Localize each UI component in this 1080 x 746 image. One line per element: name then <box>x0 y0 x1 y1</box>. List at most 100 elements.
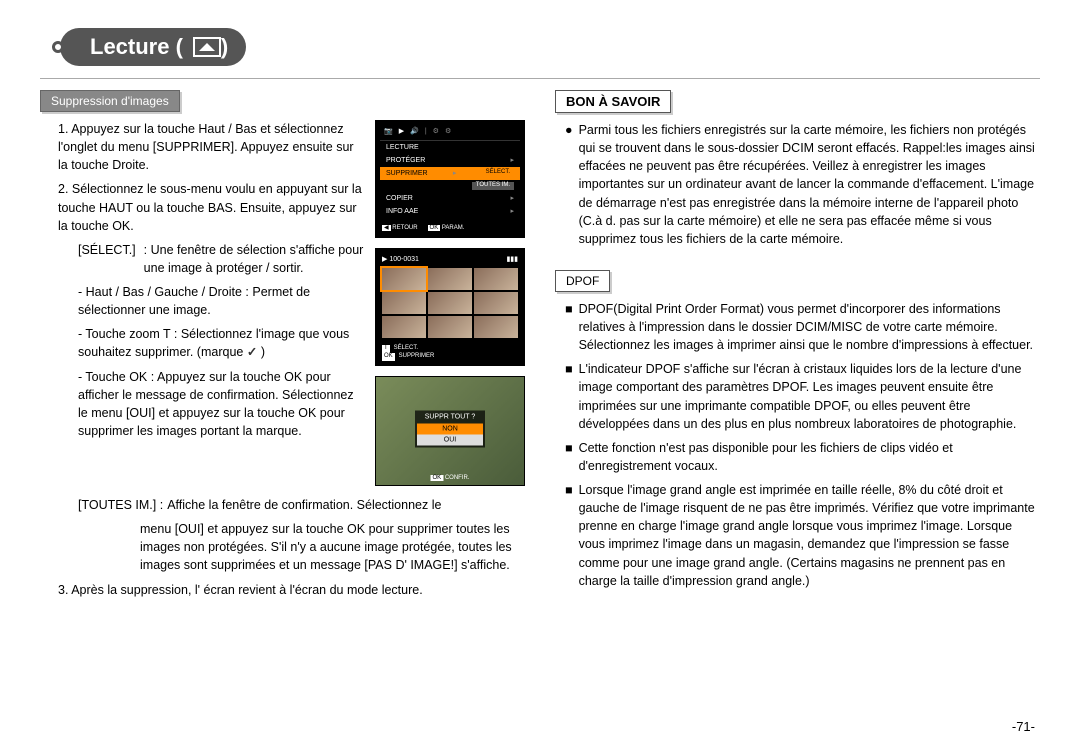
thumbnail <box>474 268 518 290</box>
bon-a-savoir-tab: BON À SAVOIR <box>555 90 671 113</box>
dpof-tab: DPOF <box>555 270 610 292</box>
step-1: 1. Appuyez sur la touche Haut / Bas et s… <box>40 120 365 174</box>
arrow-icon: ▸ <box>453 169 457 178</box>
foot-supprimer: SUPPRIMER <box>399 353 435 361</box>
key-ok: OK <box>428 225 441 231</box>
lcd-tab-icon: ⚙ <box>445 127 451 136</box>
check-icon: ✓ <box>247 343 257 361</box>
page-number: -71- <box>1012 719 1035 734</box>
key-t: T <box>382 345 390 353</box>
dpof-bullet-2: ■ L'indicateur DPOF s'affiche sur l'écra… <box>555 360 1040 433</box>
page-body: Suppression d'images 1. Appuyez sur la t… <box>0 0 1080 746</box>
lcd-tab-icon: ▶ <box>399 127 404 136</box>
arrow-icon: ▸ <box>510 207 514 216</box>
left-main-flex: 1. Appuyez sur la touche Haut / Bas et s… <box>40 120 525 496</box>
page-title-wrap: Lecture ( ) <box>60 28 246 66</box>
key-back: ◀ <box>382 225 391 231</box>
touche-t-end: ) <box>261 345 265 359</box>
info-bullet: ● Parmi tous les fichiers enregistrés su… <box>555 121 1040 248</box>
haut-bas-text: - Haut / Bas / Gauche / Droite : Permet … <box>40 283 365 319</box>
confirm-title: SUPPR TOUT ? <box>417 412 483 421</box>
thumbnail <box>474 292 518 314</box>
lcd-tab-icon: ⚙ <box>433 127 439 136</box>
arrow-icon: ▸ <box>510 194 514 203</box>
thumbnail <box>382 316 426 338</box>
page-title-suffix: ) <box>221 34 228 60</box>
step-3: 3. Après la suppression, l' écran revien… <box>40 581 525 599</box>
touche-ok-text: - Touche OK : Appuyez sur la touche OK p… <box>40 368 365 441</box>
lcd-row-lecture: LECTURE <box>380 141 520 154</box>
left-column: Suppression d'images 1. Appuyez sur la t… <box>40 20 525 736</box>
dpof-text-2: L'indicateur DPOF s'affiche sur l'écran … <box>579 360 1040 433</box>
confirm-opt-non: NON <box>417 424 483 435</box>
toutes-text-start: Affiche la fenêtre de confirmation. Séle… <box>167 496 441 514</box>
key-ok: OK <box>382 353 395 361</box>
lcd-screens-column: 📷 ▶ 🔊 | ⚙ ⚙ LECTURE PROTÉGER ▸ SUPPRIMER ▸… <box>375 120 525 496</box>
toutes-im-block: [TOUTES IM.] : Affiche la fenêtre de con… <box>40 496 525 514</box>
bullet-icon: ■ <box>565 481 573 590</box>
thumbnail <box>382 268 426 290</box>
info-body-text: Parmi tous les fichiers enregistrés sur … <box>579 121 1040 248</box>
thumbnail <box>428 316 472 338</box>
lcd-file-number: 100-0031 <box>389 256 419 263</box>
play-icon: ▶ 100-0031 <box>382 255 419 264</box>
bullet-icon: ■ <box>565 360 573 433</box>
select-block: [SÉLECT.] : Une fenêtre de sélection s'a… <box>40 241 365 277</box>
lcd-sub-select: SÉLECT. <box>482 169 514 178</box>
touche-t-block: - Touche zoom T : Sélectionnez l'image q… <box>40 325 365 361</box>
dpof-text-1: DPOF(Digital Print Order Format) vous pe… <box>579 300 1040 354</box>
bullet-icon: ● <box>565 121 573 248</box>
thumbnail <box>428 292 472 314</box>
confirm-opt-oui: OUI <box>417 435 483 446</box>
foot-confir: CONFIR. <box>445 475 470 481</box>
lcd-menu-screen: 📷 ▶ 🔊 | ⚙ ⚙ LECTURE PROTÉGER ▸ SUPPRIMER ▸… <box>375 120 525 238</box>
lcd-row-label: PROTÉGER <box>386 156 425 165</box>
lcd-row-label: COPIER <box>386 194 413 203</box>
key-ok: OK <box>430 475 443 481</box>
thumbnail <box>382 292 426 314</box>
thumbnail <box>474 316 518 338</box>
left-text-content: 1. Appuyez sur la touche Haut / Bas et s… <box>40 120 365 496</box>
lcd-row-info: INFO AAE ▸ <box>380 205 520 218</box>
lcd-menu-tabs: 📷 ▶ 🔊 | ⚙ ⚙ <box>380 125 520 141</box>
lcd-menu-footer: ◀ RETOUR OK PARAM. <box>376 223 524 235</box>
lcd-row-proteger: PROTÉGER ▸ <box>380 154 520 167</box>
lcd-row-label: SUPPRIMER <box>386 169 428 178</box>
confirm-footer: OK CONFIR. <box>430 475 469 483</box>
lcd-row-supprimer: SUPPRIMER ▸ SÉLECT. <box>380 167 520 180</box>
dpof-bullet-1: ■ DPOF(Digital Print Order Format) vous … <box>555 300 1040 354</box>
foot-select: SÉLECT. <box>394 345 418 353</box>
lcd-tab-icon: 📷 <box>384 127 393 136</box>
lcd-row-copier: COPIER ▸ <box>380 192 520 205</box>
lcd-row-label: LECTURE <box>386 143 419 152</box>
lcd-row-label: INFO AAE <box>386 207 418 216</box>
right-column: BON À SAVOIR ● Parmi tous les fichiers e… <box>555 20 1040 736</box>
touche-t-text: - Touche zoom T : Sélectionnez l'image q… <box>78 327 349 359</box>
title-dot-icon <box>52 41 64 53</box>
lcd-thumbs-header: ▶ 100-0031 ▮▮▮ <box>380 253 520 266</box>
dpof-text-4: Lorsque l'image grand angle est imprimée… <box>579 481 1040 590</box>
bullet-icon: ■ <box>565 439 573 475</box>
foot-param: PARAM. <box>442 225 465 231</box>
arrow-icon: ▸ <box>510 156 514 165</box>
confirm-dialog: SUPPR TOUT ? NON OUI <box>415 410 485 447</box>
toutes-label: [TOUTES IM.] : <box>78 496 163 514</box>
select-label: [SÉLECT.] <box>78 241 136 277</box>
thumbnail-grid <box>380 266 520 340</box>
page-title-text: Lecture ( <box>90 34 183 60</box>
bullet-icon: ■ <box>565 300 573 354</box>
lcd-tab-icon: | <box>425 127 427 136</box>
lcd-thumbs-footer: T SÉLECT. OK SUPPRIMER <box>376 343 524 363</box>
suppression-section-tab: Suppression d'images <box>40 90 180 112</box>
page-title-pill: Lecture ( ) <box>60 28 246 66</box>
step-2: 2. Sélectionnez le sous-menu voulu en ap… <box>40 180 365 234</box>
dpof-bullet-4: ■ Lorsque l'image grand angle est imprim… <box>555 481 1040 590</box>
lcd-row-sub-toutes: TOUTES IM. <box>380 180 520 192</box>
battery-icon: ▮▮▮ <box>506 255 518 264</box>
dpof-text-3: Cette fonction n'est pas disponible pour… <box>579 439 1040 475</box>
lcd-confirm-screen: SUPPR TOUT ? NON OUI OK CONFIR. <box>375 376 525 486</box>
lcd-confirm-bg: SUPPR TOUT ? NON OUI OK CONFIR. <box>376 377 524 485</box>
foot-retour: RETOUR <box>392 225 417 231</box>
lcd-sub-toutes: TOUTES IM. <box>472 182 514 190</box>
toutes-text-cont: menu [OUI] et appuyez sur la touche OK p… <box>40 520 525 574</box>
